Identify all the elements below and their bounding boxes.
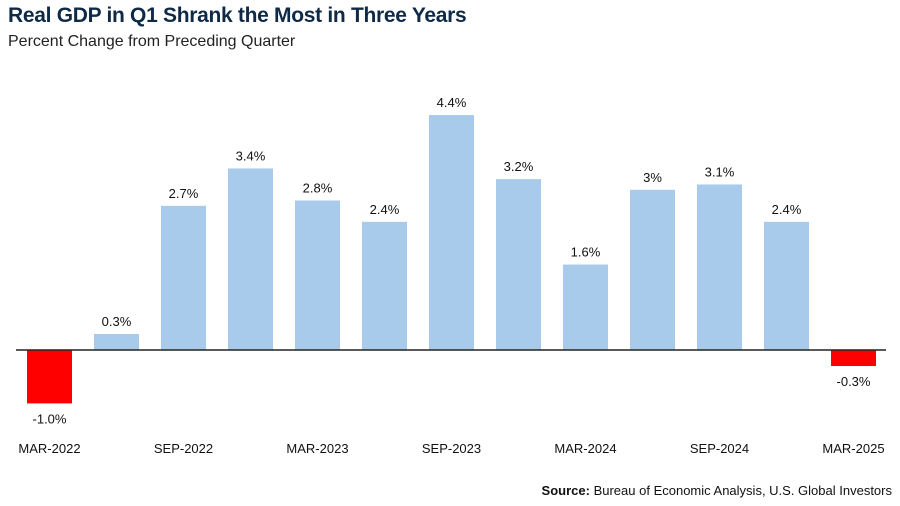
chart-subtitle: Percent Change from Preceding Quarter [8,33,296,50]
data-label-sep-2024: 3.1% [705,164,735,179]
source-note: Source: Bureau of Economic Analysis, U.S… [542,483,892,498]
data-label-sep-2022: 2.7% [169,186,199,201]
data-label-dec-2024: 2.4% [772,202,802,217]
data-label-dec-2022: 3.4% [236,148,266,163]
bar-dec-2022 [228,168,273,350]
data-label-mar-2025: -0.3% [837,374,871,389]
data-label-mar-2023: 2.8% [303,180,333,195]
data-label-sep-2023: 4.4% [437,95,467,110]
x-tick-label: SEP-2022 [154,441,213,456]
bar-mar-2025 [831,350,876,367]
chart-title: Real GDP in Q1 Shrank the Most in Three … [8,4,467,27]
data-label-jun-2023: 2.4% [370,202,400,217]
bar-mar-2023 [295,200,340,350]
bar-mar-2022 [27,350,72,404]
x-tick-label: SEP-2023 [422,441,481,456]
bar-sep-2023 [429,115,474,350]
bar-mar-2024 [563,264,608,350]
source-label: Source: [541,483,590,498]
data-label-jun-2022: 0.3% [102,314,132,329]
source-text: Bureau of Economic Analysis, U.S. Global… [593,483,892,498]
data-label-dec-2023: 3.2% [504,159,534,174]
data-label-mar-2022: -1.0% [33,411,67,426]
bar-sep-2024 [697,184,742,350]
data-label-mar-2024: 1.6% [571,245,601,260]
x-tick-label: MAR-2023 [286,441,348,456]
x-tick-label: SEP-2024 [690,441,749,456]
x-tick-label: MAR-2025 [822,441,884,456]
bar-dec-2023 [496,179,541,350]
bar-jun-2024 [630,189,675,350]
bar-jun-2023 [362,221,407,350]
x-tick-label: MAR-2024 [554,441,616,456]
bar-jun-2022 [94,333,139,350]
bar-sep-2022 [161,205,206,350]
x-tick-label: MAR-2022 [18,441,80,456]
data-label-jun-2024: 3% [643,170,662,185]
bar-dec-2024 [764,221,809,350]
